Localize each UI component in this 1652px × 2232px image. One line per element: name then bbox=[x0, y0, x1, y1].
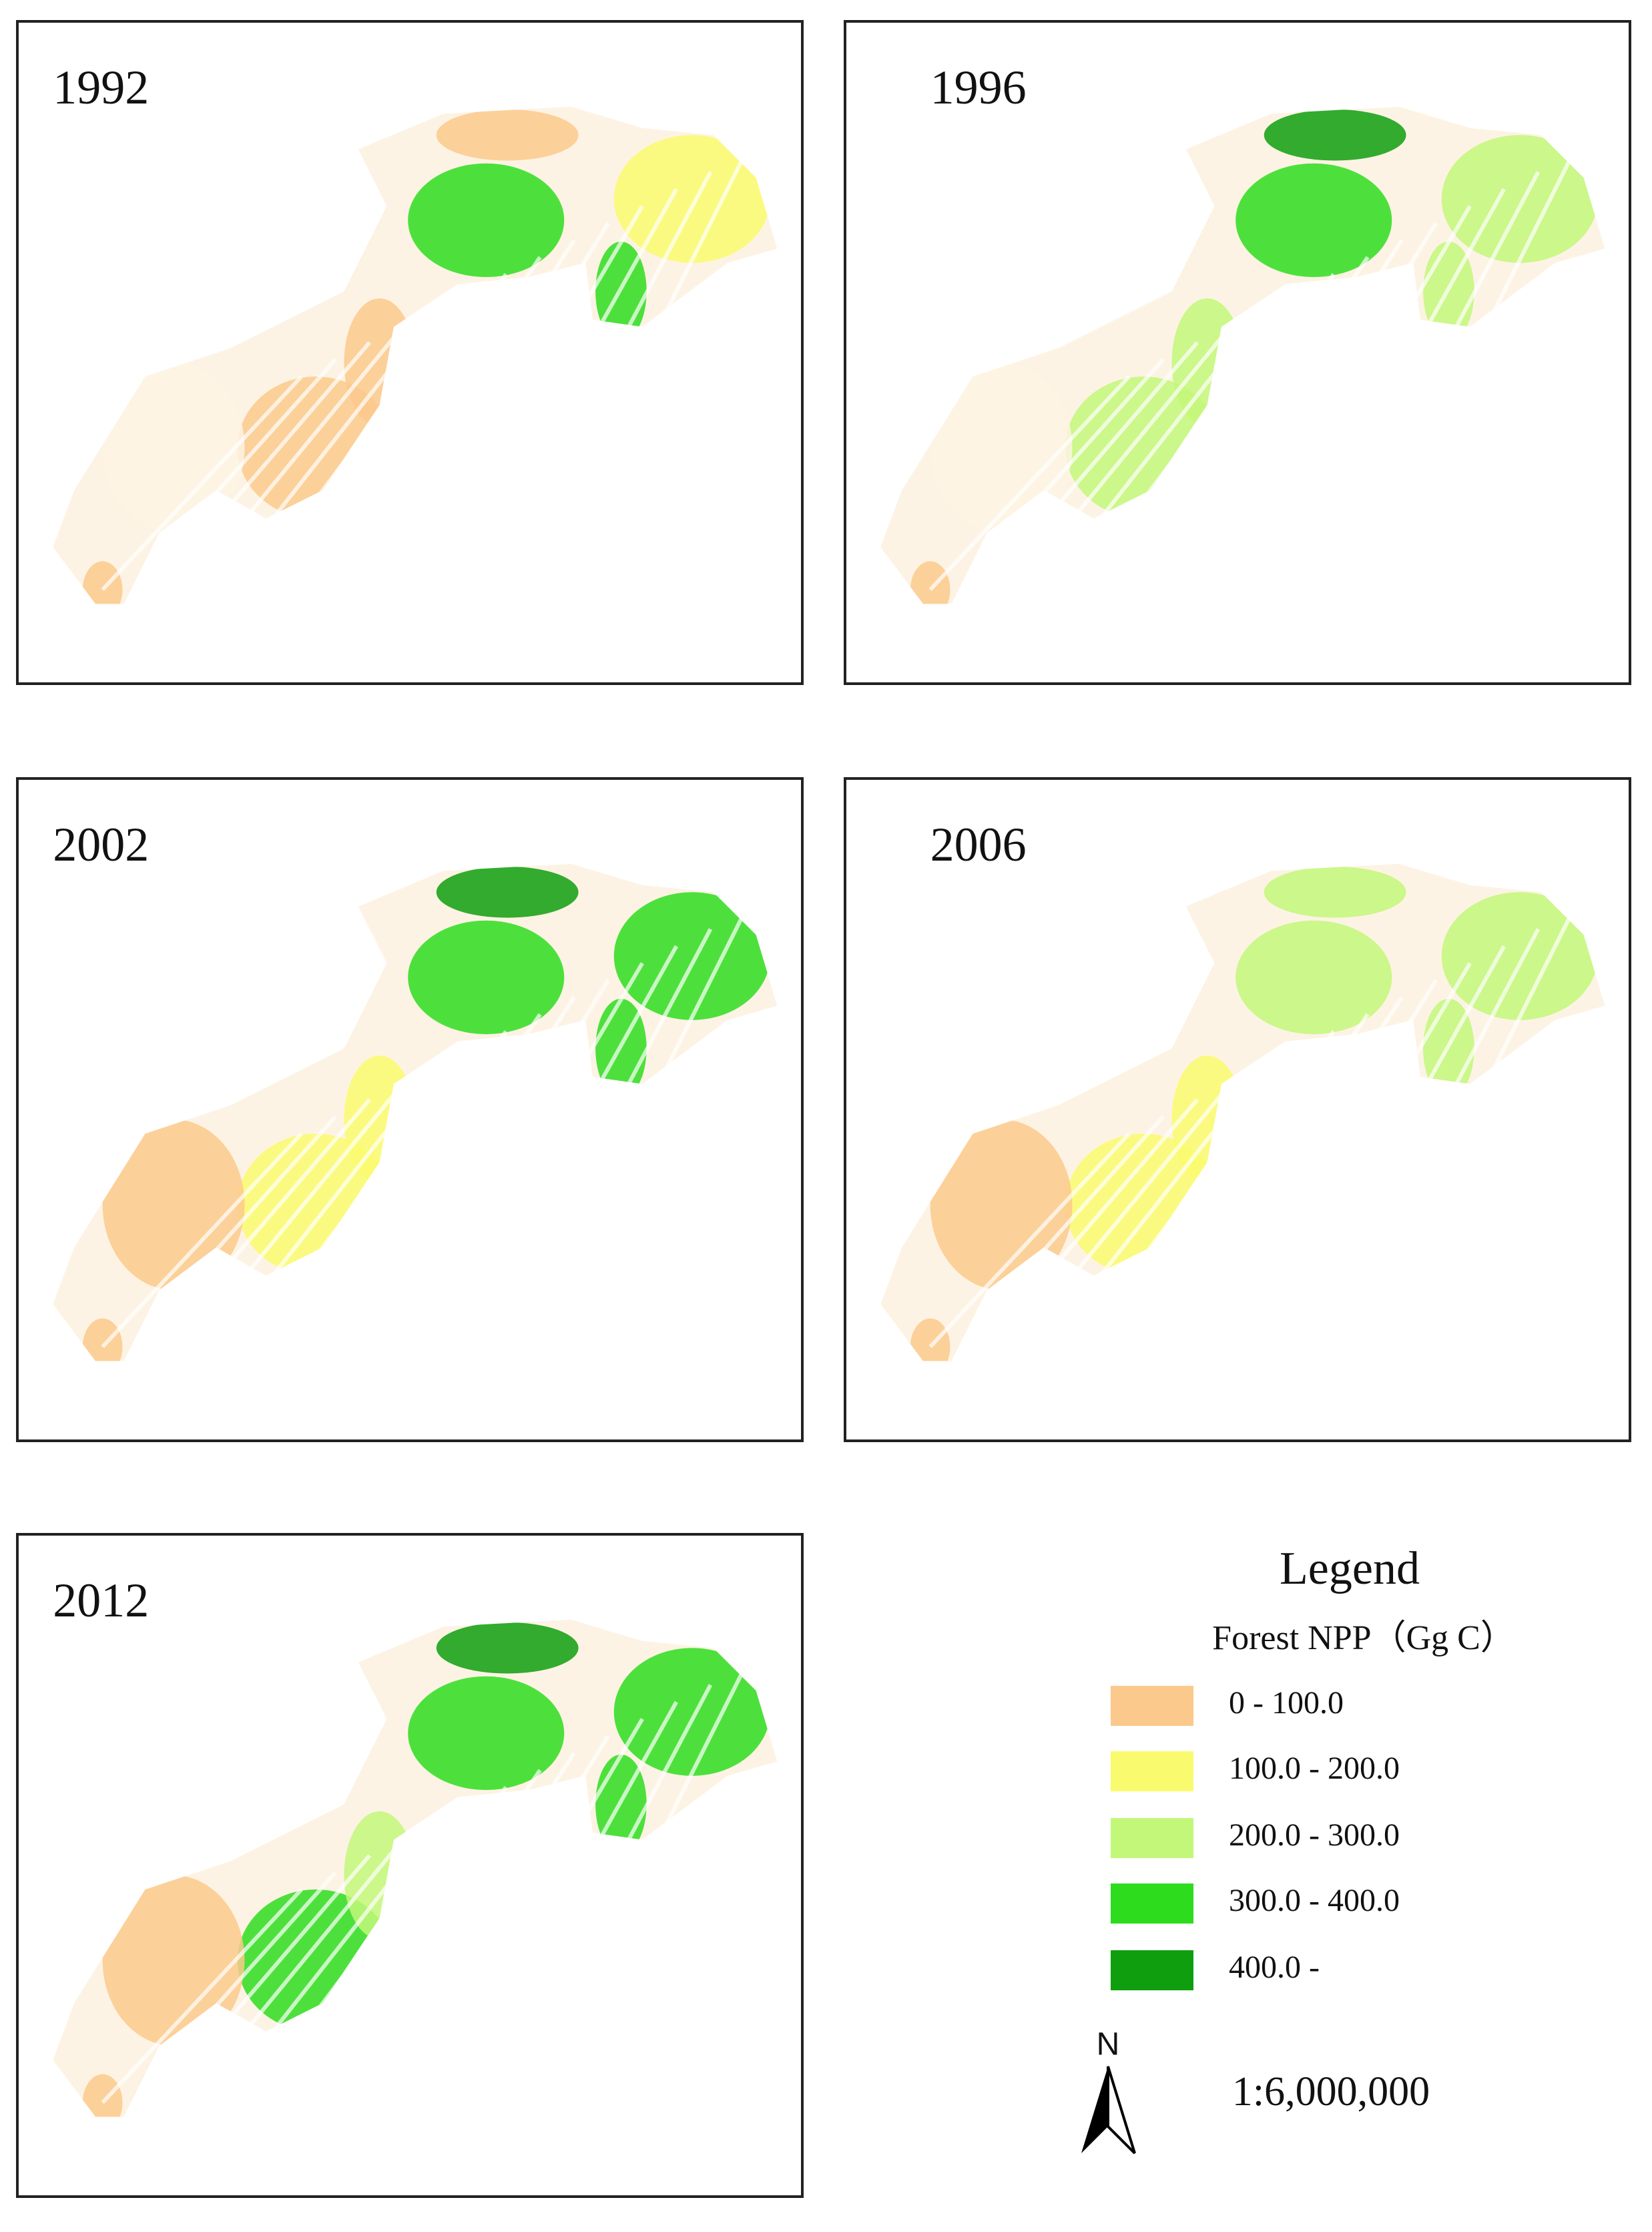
region-streak bbox=[101, 1887, 303, 2104]
region-zone bbox=[1235, 163, 1392, 278]
panel-year: 1996 bbox=[930, 61, 1027, 114]
region-streak bbox=[220, 1081, 406, 1306]
panel-frame bbox=[16, 20, 804, 685]
legend-swatch bbox=[1111, 1751, 1193, 1791]
legend-subtitle: Forest NPP（Gg C） bbox=[1212, 1619, 1515, 1657]
map-panel: 2006 bbox=[844, 777, 1631, 1442]
region-zone bbox=[436, 1622, 579, 1674]
region-streak bbox=[101, 1132, 303, 1349]
region-zone bbox=[408, 1676, 565, 1791]
legend-label: 400.0 - bbox=[1229, 1950, 1320, 1985]
region-streak bbox=[928, 1132, 1131, 1349]
region-zone bbox=[1235, 920, 1392, 1035]
region-zone bbox=[930, 1119, 1073, 1291]
legend: Legend Forest NPP（Gg C） 0 - 100.0 100.0 -… bbox=[1111, 1543, 1515, 1990]
region-zone bbox=[930, 362, 1073, 533]
legend-swatch bbox=[1111, 1883, 1193, 1924]
legend-title: Legend bbox=[1280, 1543, 1420, 1594]
map-panel: 1996 bbox=[844, 20, 1631, 685]
region-zone bbox=[436, 866, 579, 918]
map-panel: 2002 bbox=[16, 777, 804, 1442]
north-arrow-left bbox=[1081, 2066, 1108, 2153]
panel-frame bbox=[844, 20, 1631, 685]
map-panel: 1992 bbox=[16, 20, 804, 685]
region-zone bbox=[408, 920, 565, 1035]
region-zone bbox=[408, 163, 565, 278]
panel-year: 2002 bbox=[53, 818, 149, 871]
region-zone bbox=[102, 362, 245, 533]
region-streak bbox=[101, 375, 303, 592]
region-streak bbox=[1048, 1081, 1233, 1306]
north-arrow: N bbox=[1081, 2027, 1136, 2155]
region-zone bbox=[1264, 866, 1406, 918]
region-streak bbox=[220, 1837, 406, 2062]
legend-swatch bbox=[1111, 1818, 1193, 1858]
panel-year: 1992 bbox=[53, 61, 149, 114]
region-zone bbox=[102, 1119, 245, 1291]
panel-frame bbox=[844, 777, 1631, 1442]
panel-frame bbox=[16, 1533, 804, 2198]
legend-swatch bbox=[1111, 1686, 1193, 1726]
north-arrow-right bbox=[1107, 2066, 1136, 2155]
panel-year: 2006 bbox=[930, 818, 1027, 871]
north-label: N bbox=[1097, 2027, 1120, 2062]
legend-swatch bbox=[1111, 1950, 1193, 1990]
region-zone bbox=[102, 1875, 245, 2046]
legend-label: 300.0 - 400.0 bbox=[1229, 1883, 1400, 1918]
region bbox=[880, 106, 1605, 604]
region-zone bbox=[1264, 109, 1406, 161]
region-streak bbox=[928, 375, 1131, 592]
legend-label: 200.0 - 300.0 bbox=[1229, 1817, 1400, 1853]
region-zone bbox=[436, 109, 579, 161]
panel-year: 2012 bbox=[53, 1574, 149, 1627]
legend-label: 0 - 100.0 bbox=[1229, 1685, 1344, 1721]
map-panel: 2012 bbox=[16, 1533, 804, 2198]
map-panels: 1992 1996 2002 2006 2012 bbox=[16, 20, 1631, 2198]
scale-text: 1:6,000,000 bbox=[1232, 2069, 1430, 2114]
region-streak bbox=[220, 324, 406, 549]
legend-label: 100.0 - 200.0 bbox=[1229, 1751, 1400, 1786]
region-streak bbox=[1048, 324, 1233, 549]
panel-frame bbox=[16, 777, 804, 1442]
